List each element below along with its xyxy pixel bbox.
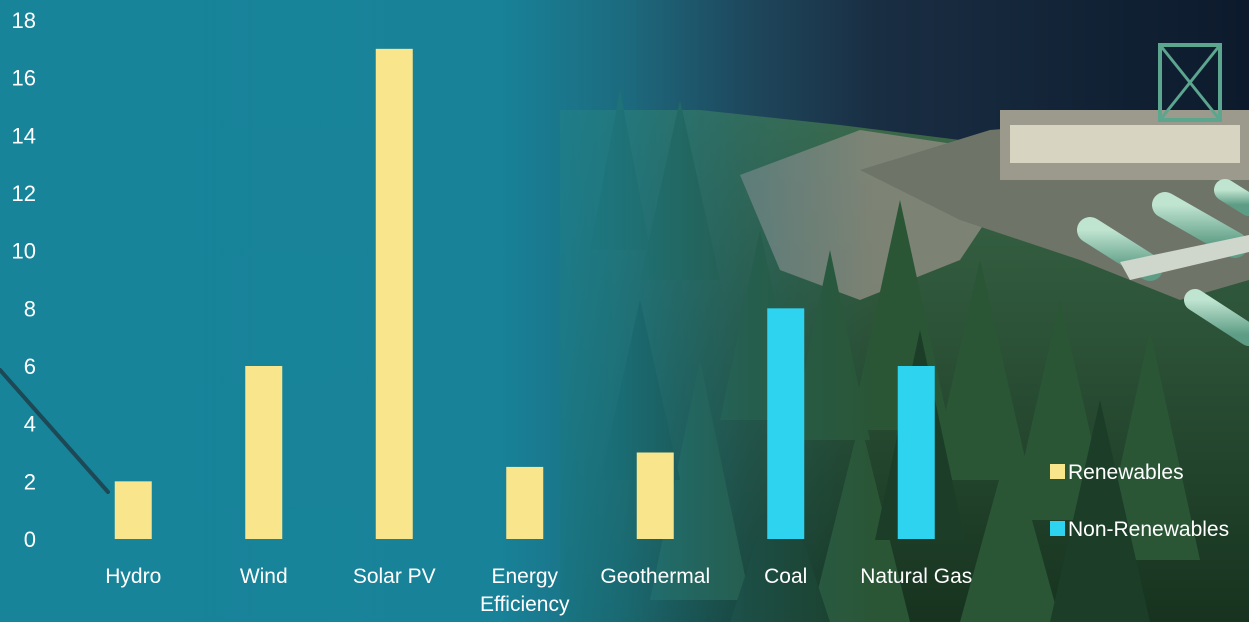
x-tick-label-line: Geothermal <box>600 565 710 588</box>
legend-label: Non-Renewables <box>1068 518 1229 541</box>
x-tick-label-line: Natural Gas <box>860 565 972 588</box>
bar-solar-pv <box>375 48 413 539</box>
y-tick-label: 10 <box>12 239 36 264</box>
legend-swatch <box>1050 464 1065 479</box>
x-tick-label-line: Coal <box>764 565 807 588</box>
bar-hydro <box>114 481 152 539</box>
x-tick-label: Coal <box>764 565 807 588</box>
x-tick-label-line: Hydro <box>105 565 161 588</box>
x-tick-label: Energy Efficiency <box>480 565 570 616</box>
y-tick-label: 2 <box>24 469 36 494</box>
legend-swatch <box>1050 521 1065 536</box>
y-tick-label: 6 <box>24 354 36 379</box>
bar-wind <box>245 366 283 539</box>
x-tick-label-line: Efficiency <box>480 593 570 616</box>
bar-energy-efficiency <box>506 466 544 539</box>
y-tick-label: 4 <box>24 412 36 437</box>
y-tick-label: 8 <box>24 296 36 321</box>
y-tick-label: 18 <box>12 8 36 33</box>
y-tick-label: 0 <box>24 527 36 552</box>
x-tick-label: Wind <box>240 565 288 588</box>
x-tick-label: Solar PV <box>353 565 436 588</box>
y-tick-label: 12 <box>12 181 36 206</box>
x-tick-label: Natural Gas <box>860 565 972 588</box>
bar-geothermal <box>636 452 674 539</box>
x-axis-labels: Hydro Wind Solar PV Energy Efficiency Geother… <box>105 565 972 616</box>
x-tick-label-line: Energy <box>491 565 558 588</box>
bar-natural-gas <box>897 366 935 539</box>
bars <box>114 48 935 539</box>
x-tick-label: Hydro <box>105 565 161 588</box>
y-tick-label: 14 <box>12 123 36 148</box>
y-tick-label: 16 <box>12 66 36 91</box>
x-tick-label: Geothermal <box>600 565 710 588</box>
y-axis-ticks: 0 2 4 6 8 10 12 14 16 18 <box>12 8 36 552</box>
x-tick-label-line: Solar PV <box>353 565 436 588</box>
x-tick-label-line: Wind <box>240 565 288 588</box>
legend: Renewables Non-Renewables <box>1050 461 1229 541</box>
bar-coal <box>767 308 805 539</box>
legend-label: Renewables <box>1068 461 1184 484</box>
